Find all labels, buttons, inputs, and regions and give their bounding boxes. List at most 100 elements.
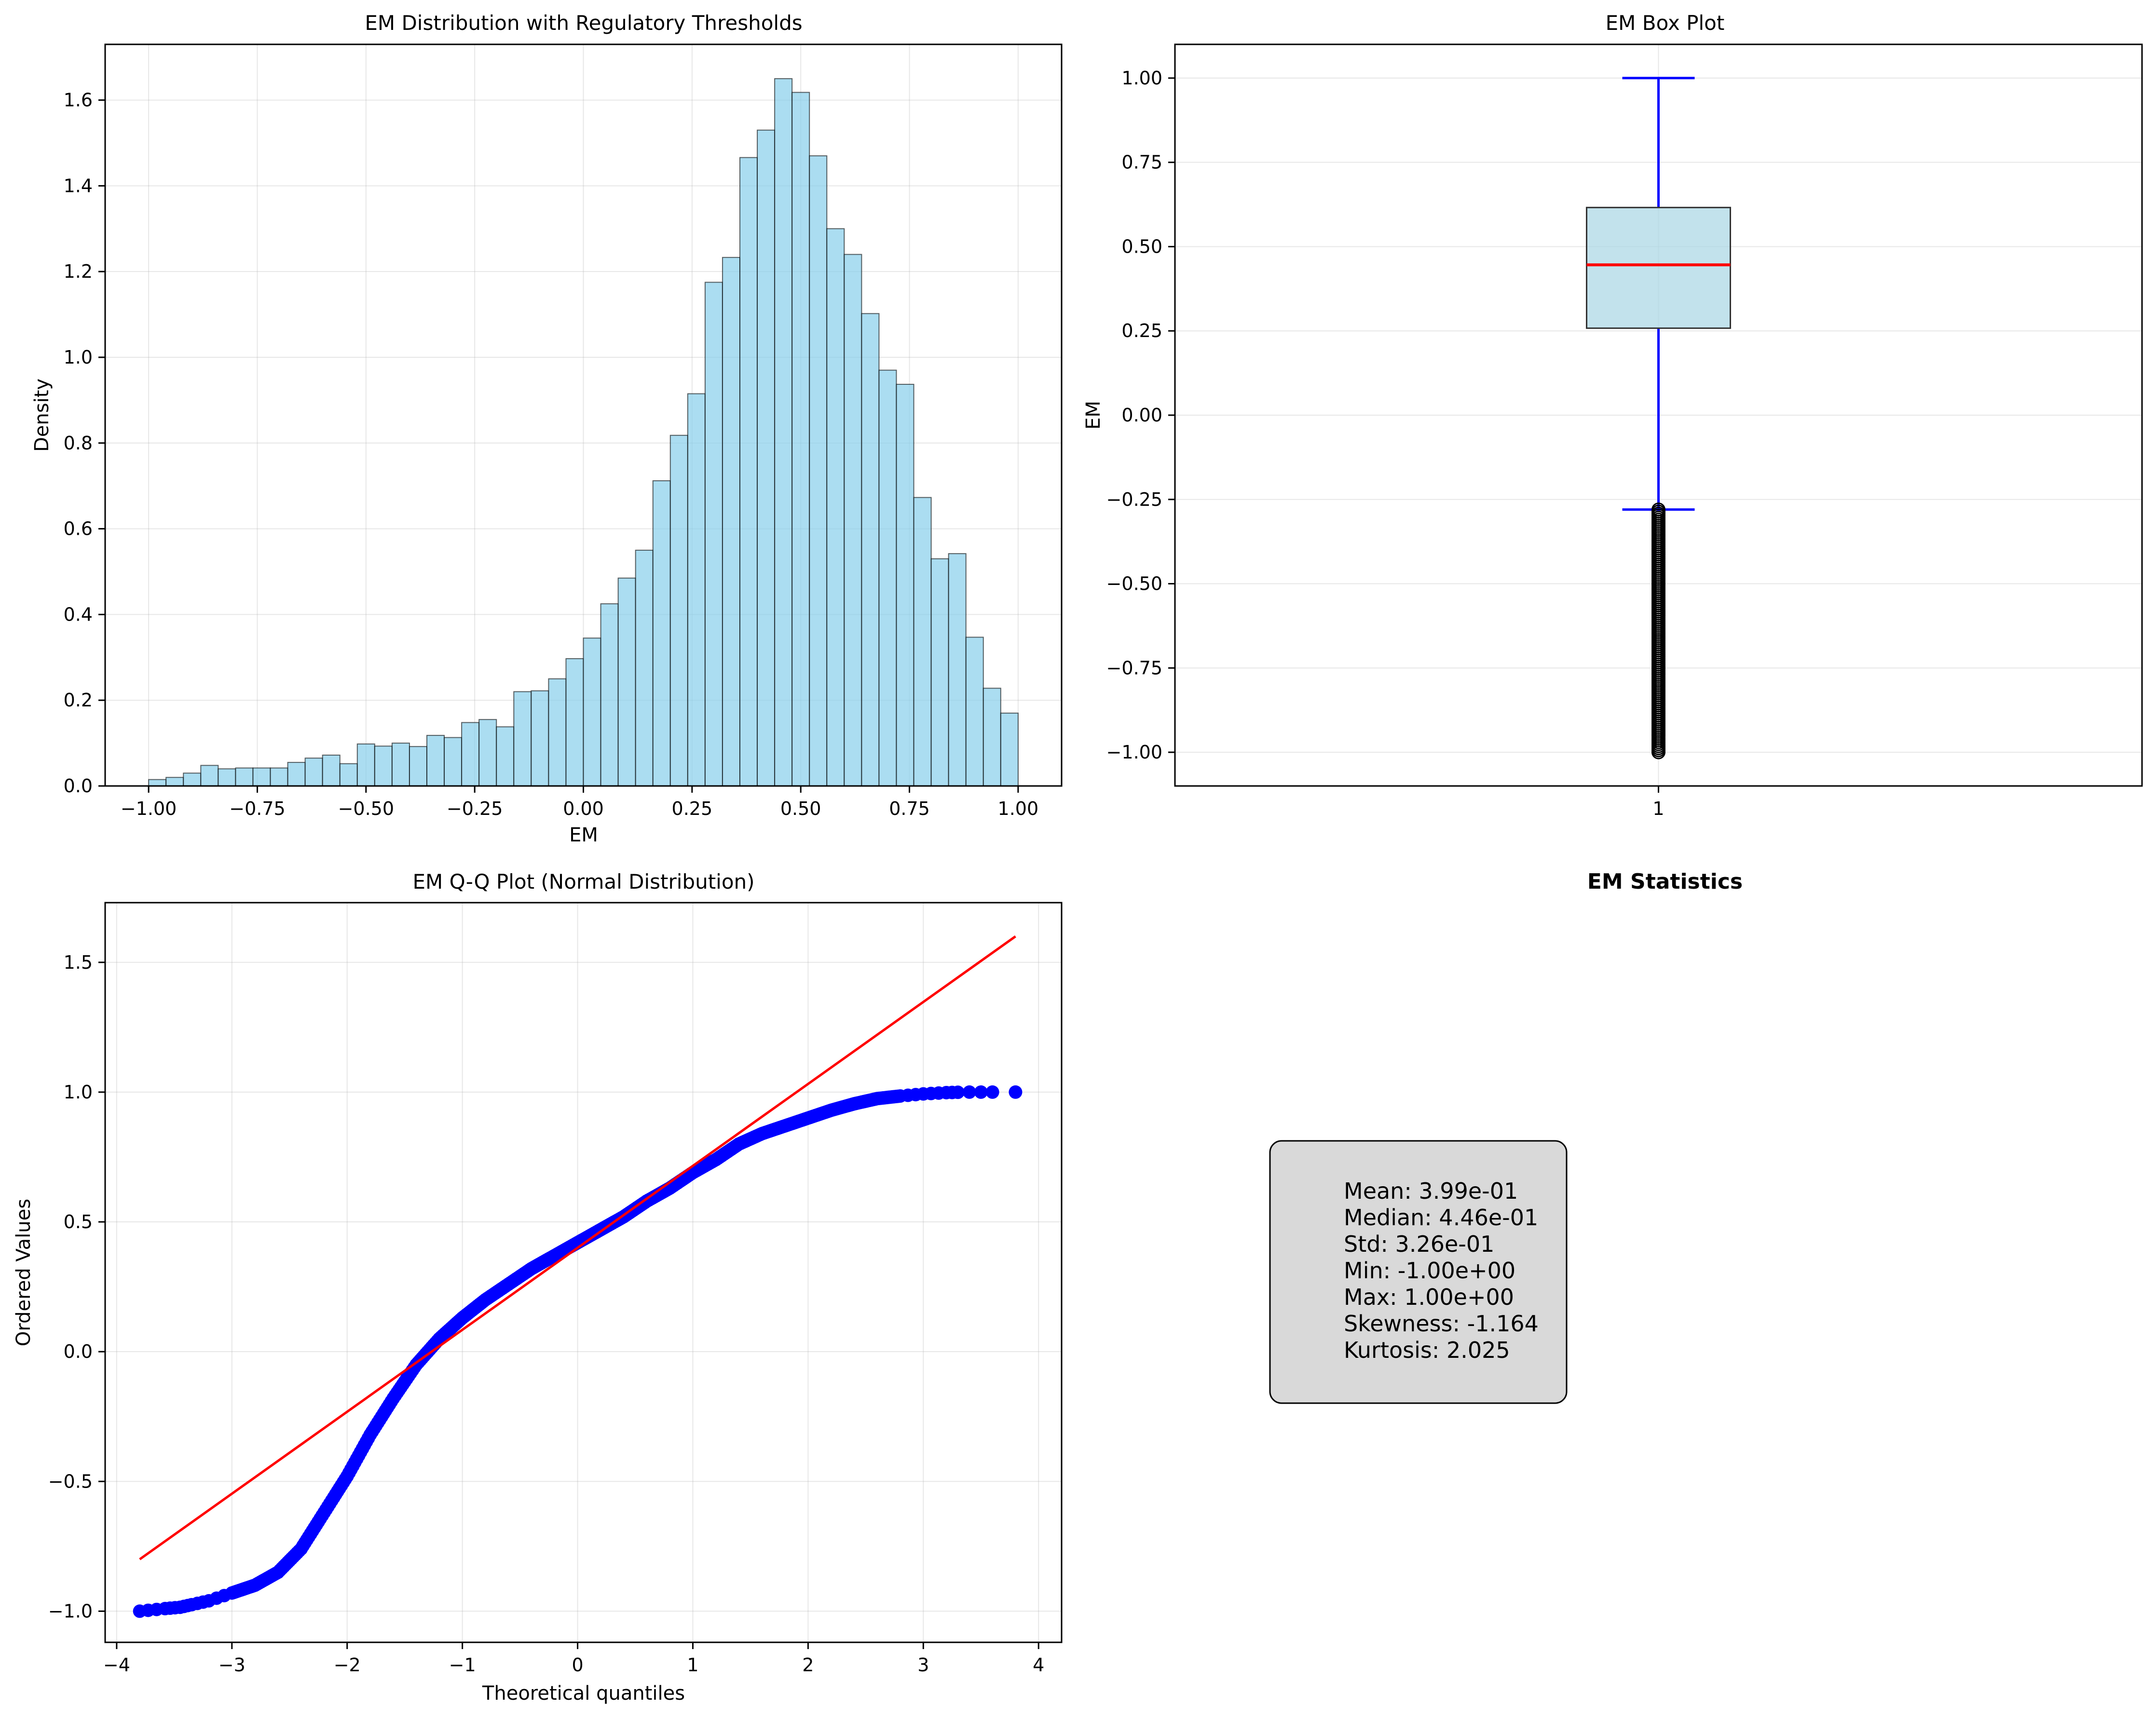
histogram-bar bbox=[844, 254, 862, 786]
histogram-bar bbox=[652, 480, 671, 786]
histogram-bar bbox=[183, 772, 202, 786]
boxplot-y-label: EM bbox=[1082, 401, 1105, 430]
boxplot-x-ticks: 1 bbox=[1652, 786, 1665, 819]
histogram-x-tick-label: 0.75 bbox=[889, 798, 930, 819]
histogram-y-tick-label: 0.6 bbox=[64, 518, 93, 540]
histogram-bar bbox=[200, 765, 219, 786]
boxplot-y-tick-label: 0.25 bbox=[1121, 320, 1162, 341]
statistics-line: Std: 3.26e-01 bbox=[1344, 1231, 1494, 1257]
histogram-x-tick-label: 0.50 bbox=[780, 798, 821, 819]
boxplot-box bbox=[1586, 206, 1731, 329]
histogram-bar bbox=[982, 688, 1001, 787]
boxplot-y-tick-label: −0.25 bbox=[1106, 489, 1162, 510]
histogram-bar bbox=[409, 746, 428, 787]
qq-x-tick-label: −1 bbox=[449, 1654, 476, 1676]
qq-x-ticks: −4 −3 −2 −1 0 1 2 3 4 bbox=[103, 1642, 1044, 1676]
qq-y-label: Ordered Values bbox=[13, 1199, 35, 1346]
boxplot-y-tick-label: −1.00 bbox=[1106, 742, 1162, 763]
boxplot-y-ticks: −1.00 −0.75 −0.50 −0.25 0.00 0.25 0.50 0.75 1.00 bbox=[1106, 68, 1175, 763]
qq-title: EM Q-Q Plot (Normal Distribution) bbox=[412, 870, 754, 893]
histogram-bar bbox=[148, 779, 167, 787]
histogram-bar bbox=[287, 762, 306, 786]
qq-y-tick-label: 0.5 bbox=[64, 1211, 93, 1232]
qq-point bbox=[974, 1085, 988, 1099]
histogram-y-tick-label: 0.8 bbox=[64, 433, 93, 454]
histogram-bar bbox=[687, 393, 706, 786]
histogram-bar bbox=[478, 719, 497, 786]
histogram-bar bbox=[426, 735, 445, 786]
statistics-line: Min: -1.00e+00 bbox=[1344, 1258, 1515, 1284]
histogram-panel: EM Distribution with Regulatory Threshol… bbox=[31, 11, 1063, 846]
histogram-bar bbox=[252, 767, 271, 786]
histogram-bar bbox=[930, 558, 949, 786]
boxplot-box-elements bbox=[1586, 77, 1731, 759]
qq-point bbox=[962, 1085, 976, 1099]
histogram-x-tick-label: −0.25 bbox=[447, 798, 503, 819]
qq-x-tick-label: −3 bbox=[218, 1654, 246, 1676]
qq-x-tick-label: 0 bbox=[572, 1654, 583, 1676]
histogram-y-tick-label: 0.0 bbox=[64, 775, 93, 797]
qq-axes-frame bbox=[104, 902, 1063, 1643]
qq-fit-line bbox=[139, 935, 1016, 1560]
qq-x-tick-label: −4 bbox=[103, 1654, 130, 1676]
qq-x-tick-label: −2 bbox=[334, 1654, 361, 1676]
qq-x-tick-label: 2 bbox=[802, 1654, 814, 1676]
statistics-line: Median: 4.46e-01 bbox=[1344, 1205, 1538, 1231]
histogram-bar bbox=[965, 636, 984, 786]
qq-point bbox=[1009, 1085, 1023, 1099]
histogram-x-tick-label: −0.75 bbox=[229, 798, 285, 819]
histogram-bar bbox=[218, 768, 236, 787]
boxplot-y-tick-label: 0.75 bbox=[1121, 152, 1162, 173]
histogram-bar bbox=[165, 777, 184, 786]
histogram-bar bbox=[531, 690, 549, 787]
qq-fit-line bbox=[139, 935, 1016, 1560]
statistics-title: EM Statistics bbox=[1587, 869, 1743, 894]
histogram-x-tick-label: 1.00 bbox=[998, 798, 1039, 819]
histogram-bar bbox=[356, 743, 375, 787]
histogram-bar bbox=[896, 383, 914, 786]
histogram-x-label: EM bbox=[569, 824, 598, 846]
histogram-bar bbox=[565, 658, 584, 786]
histogram-bar bbox=[270, 767, 288, 786]
qq-y-tick-label: 1.0 bbox=[64, 1082, 93, 1103]
histogram-y-tick-label: 1.0 bbox=[64, 347, 93, 368]
statistics-line: Max: 1.00e+00 bbox=[1344, 1284, 1514, 1310]
boxplot-panel: EM Box Plot 1 −1.00 −0.75 −0.50 −0.25 0.00 0.… bbox=[1082, 11, 2143, 819]
histogram-bar bbox=[913, 497, 932, 786]
qq-x-tick-label: 4 bbox=[1033, 1654, 1044, 1676]
histogram-bar bbox=[722, 257, 740, 786]
boxplot-outlier bbox=[1651, 502, 1665, 517]
histogram-bar bbox=[235, 767, 254, 786]
qq-point bbox=[951, 1085, 965, 1099]
qq-x-tick-label: 3 bbox=[917, 1654, 929, 1676]
qq-panel: EM Q-Q Plot (Normal Distribution) −4 −3 −2… bbox=[13, 870, 1063, 1705]
histogram-x-tick-label: 0.00 bbox=[563, 798, 604, 819]
histogram-x-tick-label: 0.25 bbox=[672, 798, 713, 819]
qq-y-tick-label: −1.0 bbox=[48, 1600, 93, 1622]
boxplot-title: EM Box Plot bbox=[1606, 11, 1725, 35]
histogram-y-ticks: 0.0 0.2 0.4 0.6 0.8 1.0 1.2 1.4 1.6 bbox=[64, 90, 105, 797]
qq-x-tick-label: 1 bbox=[687, 1654, 698, 1676]
histogram-bar bbox=[322, 754, 341, 786]
histogram-bar bbox=[861, 313, 880, 786]
histogram-bar bbox=[617, 577, 636, 786]
histogram-y-tick-label: 1.2 bbox=[64, 261, 93, 282]
histogram-bar bbox=[583, 637, 601, 787]
statistics-box bbox=[1269, 1140, 1568, 1404]
boxplot-x-tick-label: 1 bbox=[1652, 798, 1664, 819]
histogram-bar bbox=[948, 553, 967, 786]
histogram-bar bbox=[704, 282, 723, 786]
histogram-bar bbox=[444, 737, 463, 786]
histogram-x-tick-label: −0.50 bbox=[338, 798, 394, 819]
histogram-bar bbox=[739, 157, 758, 787]
statistics-line: Mean: 3.99e-01 bbox=[1344, 1178, 1518, 1204]
statistics-line: Kurtosis: 2.025 bbox=[1344, 1337, 1510, 1363]
boxplot-y-tick-label: 1.00 bbox=[1121, 68, 1162, 89]
histogram-bar bbox=[304, 758, 323, 786]
boxplot-y-tick-label: −0.50 bbox=[1106, 573, 1162, 595]
qq-x-label: Theoretical quantiles bbox=[482, 1682, 685, 1705]
histogram-bar bbox=[339, 763, 358, 787]
histogram-y-tick-label: 1.6 bbox=[64, 90, 93, 111]
qq-point bbox=[985, 1085, 999, 1099]
